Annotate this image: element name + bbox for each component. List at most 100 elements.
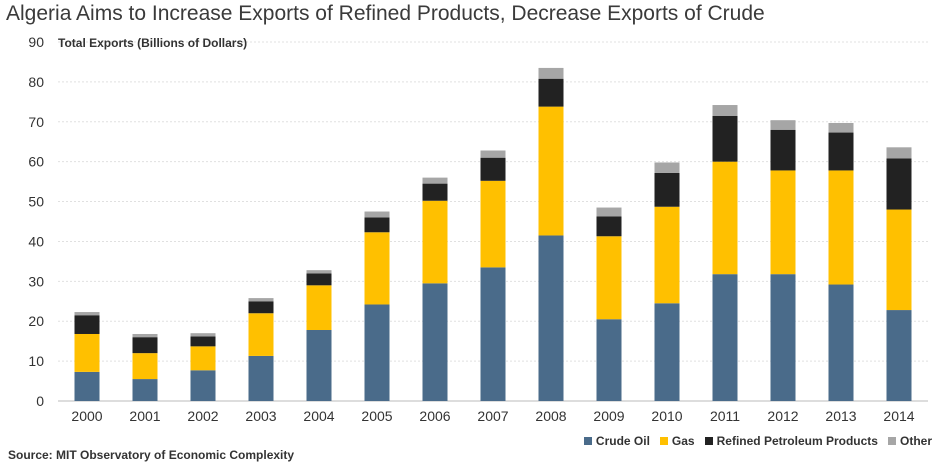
bar-segment-refined-petroleum-products — [74, 315, 100, 334]
legend-label: Crude Oil — [595, 434, 650, 448]
bar-segment-refined-petroleum-products — [712, 115, 738, 162]
bar-segment-gas — [132, 353, 158, 380]
y-axis-ticks: 0 10 20 30 40 50 60 70 80 90 — [28, 34, 44, 409]
stacked-bar-chart: 0 10 20 30 40 50 60 70 80 90 2000 2001 2002 2003 2004… — [28, 34, 928, 424]
chart-title: Algeria Aims to Increase Exports of Refi… — [6, 2, 765, 25]
y-tick-label: 40 — [28, 233, 44, 249]
bar-segment-crude-oil — [132, 379, 158, 401]
bar-segment-gas — [364, 232, 390, 305]
bar-segment-other — [596, 207, 622, 217]
bar-segment-gas — [74, 333, 100, 372]
bar-segment-gas — [596, 236, 622, 320]
y-tick-label: 30 — [28, 273, 44, 289]
bars — [74, 67, 912, 401]
bar-segment-crude-oil — [828, 284, 854, 401]
bar-segment-gas — [828, 170, 854, 285]
bar-segment-other — [654, 162, 680, 173]
legend-swatch — [583, 437, 592, 445]
y-tick-label: 50 — [28, 194, 44, 210]
legend-item: Gas — [659, 434, 695, 448]
legend-item: Crude Oil — [583, 434, 650, 448]
bar-segment-refined-petroleum-products — [596, 216, 622, 237]
x-tick-label: 2003 — [245, 408, 276, 424]
bar-segment-gas — [480, 180, 506, 268]
bar-segment-crude-oil — [886, 310, 912, 401]
x-tick-label: 2004 — [303, 408, 334, 424]
bar-segment-refined-petroleum-products — [654, 172, 680, 207]
bar-segment-refined-petroleum-products — [480, 157, 506, 181]
x-tick-label: 2013 — [825, 408, 856, 424]
x-tick-label: 2006 — [419, 408, 450, 424]
y-tick-label: 60 — [28, 154, 44, 170]
legend-label: Other — [899, 434, 932, 448]
bar-segment-other — [364, 211, 390, 218]
bar-segment-other — [248, 298, 274, 302]
y-tick-label: 20 — [28, 313, 44, 329]
bar-segment-other — [190, 333, 216, 337]
bar-segment-refined-petroleum-products — [190, 336, 216, 347]
bar-segment-refined-petroleum-products — [364, 217, 390, 233]
x-tick-label: 2012 — [767, 408, 798, 424]
bar-segment-gas — [886, 209, 912, 311]
bar-segment-other — [828, 122, 854, 133]
bar-segment-crude-oil — [480, 267, 506, 401]
bar-segment-refined-petroleum-products — [306, 273, 332, 286]
source-note: Source: MIT Observatory of Economic Comp… — [8, 448, 295, 462]
bar-segment-other — [74, 312, 100, 316]
bar-segment-refined-petroleum-products — [538, 78, 564, 107]
bar-segment-crude-oil — [770, 274, 796, 401]
bar-segment-crude-oil — [712, 274, 738, 401]
x-tick-label: 2002 — [187, 408, 218, 424]
bar-segment-refined-petroleum-products — [828, 132, 854, 171]
bar-segment-other — [132, 333, 158, 338]
bar-segment-gas — [712, 161, 738, 275]
bar-segment-gas — [538, 106, 564, 236]
x-tick-label: 2007 — [477, 408, 508, 424]
legend: Crude Oil Gas Refined Petroleum Products Ot… — [583, 434, 932, 448]
x-tick-label: 2000 — [71, 408, 102, 424]
legend-label: Refined Petroleum Products — [716, 434, 878, 448]
bar-segment-other — [480, 150, 506, 158]
bar-segment-gas — [770, 170, 796, 275]
x-tick-label: 2011 — [710, 408, 740, 424]
bar-segment-crude-oil — [538, 235, 564, 401]
legend-item: Refined Petroleum Products — [704, 434, 878, 448]
bar-segment-crude-oil — [74, 371, 100, 401]
y-axis-label: Total Exports (Billions of Dollars) — [58, 36, 247, 50]
bar-segment-other — [770, 120, 796, 130]
x-tick-label: 2010 — [651, 408, 682, 424]
bar-segment-crude-oil — [248, 355, 274, 401]
x-tick-label: 2009 — [593, 408, 624, 424]
legend-swatch — [659, 437, 668, 445]
bar-segment-crude-oil — [596, 319, 622, 401]
bar-segment-gas — [306, 285, 332, 330]
bar-segment-crude-oil — [190, 370, 216, 401]
bar-segment-gas — [248, 313, 274, 356]
legend-label: Gas — [671, 434, 695, 448]
x-tick-label: 2014 — [883, 408, 914, 424]
x-tick-label: 2001 — [129, 408, 160, 424]
bar-segment-gas — [190, 346, 216, 371]
bar-segment-refined-petroleum-products — [886, 158, 912, 210]
y-tick-label: 80 — [28, 74, 44, 90]
bar-segment-crude-oil — [306, 329, 332, 401]
bar-segment-gas — [422, 200, 448, 284]
bar-segment-other — [712, 105, 738, 116]
bar-segment-crude-oil — [654, 303, 680, 401]
y-tick-label: 10 — [28, 353, 44, 369]
bar-segment-other — [538, 67, 564, 79]
bar-segment-refined-petroleum-products — [132, 337, 158, 354]
legend-swatch — [704, 437, 713, 445]
bar-segment-other — [886, 147, 912, 159]
x-tick-label: 2008 — [535, 408, 566, 424]
legend-item: Other — [887, 434, 932, 448]
bar-segment-crude-oil — [364, 304, 390, 401]
bar-segment-other — [306, 270, 332, 274]
x-tick-label: 2005 — [361, 408, 392, 424]
bar-segment-refined-petroleum-products — [422, 183, 448, 201]
bar-segment-gas — [654, 206, 680, 304]
y-tick-label: 70 — [28, 114, 44, 130]
bar-segment-refined-petroleum-products — [770, 129, 796, 171]
x-axis-ticks: 2000 2001 2002 2003 2004 2005 2006 2007 2008 2009… — [71, 408, 914, 424]
bar-segment-other — [422, 177, 448, 184]
